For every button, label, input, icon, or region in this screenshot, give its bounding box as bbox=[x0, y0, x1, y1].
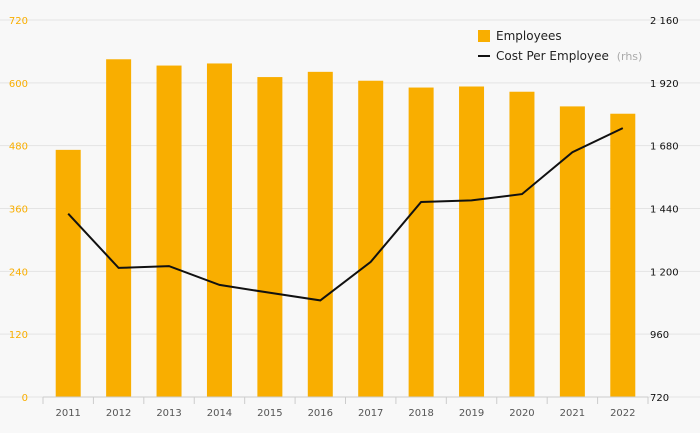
legend: Employees Cost Per Employee (rhs) bbox=[478, 29, 642, 63]
y-left-tick-label: 240 bbox=[9, 267, 28, 278]
cost-per-employee-line bbox=[67, 127, 624, 302]
x-tick-label: 2014 bbox=[207, 408, 232, 419]
y-left-tick-label: 600 bbox=[9, 79, 28, 90]
employees-bar bbox=[559, 106, 585, 397]
x-tick-label: 2021 bbox=[560, 408, 585, 419]
x-tick-label: 2012 bbox=[106, 408, 131, 419]
employees-bars bbox=[55, 59, 636, 398]
employees-bar bbox=[307, 71, 333, 398]
legend-cost-text: Cost Per Employee bbox=[496, 49, 609, 63]
x-tick-label: 2015 bbox=[257, 408, 282, 419]
legend-employees-label: Employees bbox=[496, 29, 562, 43]
y-left-tick-label: 720 bbox=[9, 16, 28, 27]
x-tick-label: 2011 bbox=[55, 408, 80, 419]
y-left-tick-label: 0 bbox=[22, 393, 28, 404]
employees-bar bbox=[509, 91, 535, 397]
employees-bar bbox=[106, 59, 132, 397]
employees-bar bbox=[156, 65, 182, 397]
employees-bar bbox=[408, 87, 434, 397]
y-right-tick-label: 1 920 bbox=[650, 79, 679, 90]
y-right-tick-label: 960 bbox=[650, 330, 669, 341]
y-axis-left: 0 120 240 360 480 600 720 bbox=[9, 16, 28, 404]
gridlines bbox=[0, 19, 700, 398]
employees-bar bbox=[610, 113, 636, 398]
x-tick-label: 2019 bbox=[459, 408, 484, 419]
x-axis: 2011 2012 2013 2014 2015 2016 2017 2018 2019 2020… bbox=[42, 396, 649, 419]
x-tick-label: 2013 bbox=[156, 408, 181, 419]
y-right-tick-label: 1 680 bbox=[650, 142, 679, 153]
x-tick-label: 2020 bbox=[509, 408, 534, 419]
employees-bar bbox=[459, 86, 485, 398]
employees-bar bbox=[257, 77, 283, 397]
y-left-tick-label: 360 bbox=[9, 205, 28, 216]
employees-bar bbox=[358, 80, 384, 397]
y-left-tick-label: 120 bbox=[9, 330, 28, 341]
x-tick-label: 2017 bbox=[358, 408, 383, 419]
employees-bar bbox=[206, 63, 232, 398]
employees-bar bbox=[55, 149, 81, 397]
y-right-tick-label: 720 bbox=[650, 393, 669, 404]
legend-cost-label: Cost Per Employee (rhs) bbox=[496, 49, 642, 63]
legend-employees-swatch bbox=[478, 30, 490, 42]
y-right-tick-label: 1 440 bbox=[650, 205, 679, 216]
y-right-tick-label: 2 160 bbox=[650, 16, 679, 27]
legend-cost-note: (rhs) bbox=[617, 50, 643, 63]
y-right-tick-label: 1 200 bbox=[650, 267, 679, 278]
y-left-tick-label: 480 bbox=[9, 142, 28, 153]
y-axis-right: 720 960 1 200 1 440 1 680 1 920 2 160 bbox=[650, 16, 679, 404]
x-tick-label: 2016 bbox=[308, 408, 333, 419]
x-tick-label: 2018 bbox=[408, 408, 433, 419]
x-tick-label: 2022 bbox=[610, 408, 635, 419]
